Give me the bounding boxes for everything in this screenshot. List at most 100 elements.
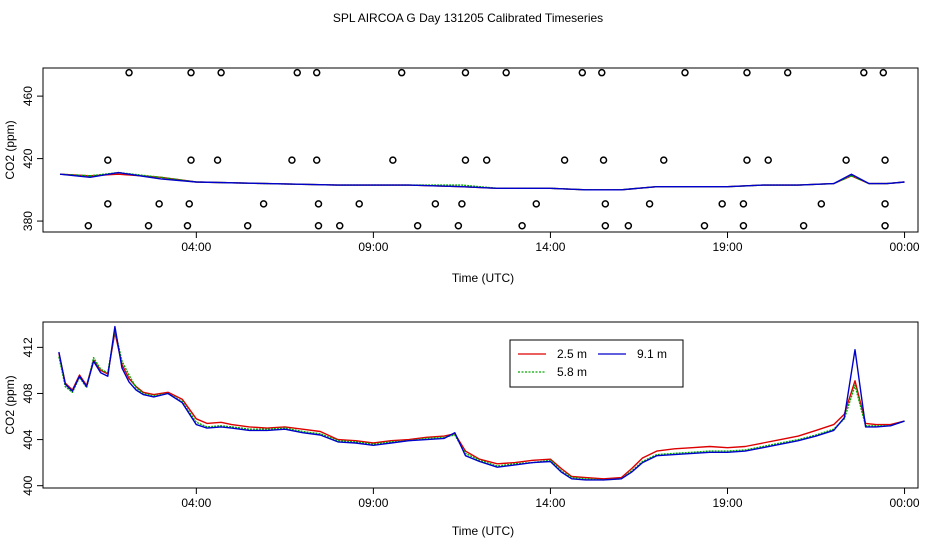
legend-label-5-8m: 5.8 m <box>557 365 587 379</box>
top-calibration-point <box>743 68 751 77</box>
bottom-x-axis-label: Time (UTC) <box>452 524 514 538</box>
top-calibration-point <box>389 156 397 164</box>
top-x-tick-label: 00:00 <box>890 240 920 254</box>
top-x-axis-label: Time (UTC) <box>452 271 514 285</box>
top-series-9-1-mline <box>59 171 905 191</box>
bottom-x-axis: 04:00 09:00 14:00 19:00 00:00 <box>181 487 920 510</box>
top-calibration-point <box>532 200 541 208</box>
top-calibration-point <box>293 68 301 77</box>
figure-title: SPL AIRCOA G Day 131205 Calibrated Times… <box>333 11 603 25</box>
top-calibration-point <box>560 156 569 164</box>
top-calibration-point <box>288 156 296 164</box>
top-calibration-point <box>155 200 163 208</box>
top-y-axis-label: CO2 (ppm) <box>3 120 17 179</box>
bottom-y-axis: 400 404 408 412 <box>21 337 44 496</box>
top-calibration-point <box>739 222 748 230</box>
top-calibration-point <box>183 222 192 230</box>
bottom-plot-frame <box>42 321 919 489</box>
top-calibration-point <box>312 68 321 77</box>
bottom-x-tick-label: 14:00 <box>535 496 565 510</box>
top-calibration-point <box>482 156 491 164</box>
bottom-x-tick-label: 04:00 <box>181 496 211 510</box>
top-calibration-point <box>187 156 195 164</box>
top-calibration-point <box>104 156 112 164</box>
top-calibration-point <box>461 68 470 77</box>
top-calibration-point <box>718 200 726 208</box>
top-calibration-points <box>84 68 889 230</box>
top-calibration-point <box>458 200 466 208</box>
bottom-y-tick-label: 408 <box>21 383 35 403</box>
top-calibration-point <box>879 68 888 77</box>
top-plot-frame <box>42 67 919 233</box>
top-panel: 04:00 09:00 14:00 19:00 00:00 380 420 460 Time… <box>3 67 920 285</box>
top-calibration-point <box>599 156 608 164</box>
bottom-y-axis-label: CO2 (ppm) <box>3 375 17 434</box>
top-y-tick-label: 460 <box>21 86 35 106</box>
top-calibration-point <box>502 68 510 77</box>
top-calibration-point <box>598 68 606 77</box>
top-calibration-point <box>660 156 668 164</box>
bottom-series-5-8-mline <box>58 329 905 481</box>
top-calibration-point <box>213 156 222 164</box>
bottom-series-2-5-mline <box>58 331 905 480</box>
top-calibration-point <box>739 200 748 208</box>
top-x-tick-label: 04:00 <box>181 240 211 254</box>
top-calibration-point <box>461 156 470 164</box>
top-calibration-point <box>431 200 440 208</box>
top-calibration-point <box>312 156 321 164</box>
top-calibration-point <box>783 68 792 77</box>
top-calibration-point <box>217 68 225 77</box>
top-calibration-point <box>413 222 422 230</box>
legend-box <box>509 339 684 388</box>
top-calibration-point <box>881 156 889 164</box>
top-calibration-point <box>764 156 772 164</box>
bottom-x-tick-label: 00:00 <box>890 496 920 510</box>
top-calibration-point <box>860 68 868 77</box>
legend: 2.5 m 9.1 m 5.8 m <box>509 339 684 388</box>
top-calibration-point <box>700 222 709 230</box>
top-calibration-point <box>187 68 195 77</box>
top-calibration-point <box>881 222 889 230</box>
top-calibration-point <box>817 200 826 208</box>
top-calibration-point <box>881 200 889 208</box>
top-calibration-point <box>799 222 808 230</box>
bottom-panel: 04:00 09:00 14:00 19:00 00:00 400 404 408 412 T… <box>3 321 920 538</box>
top-y-axis: 380 420 460 <box>21 86 44 231</box>
top-calibration-point <box>355 200 363 208</box>
top-calibration-point <box>144 222 153 230</box>
top-x-axis: 04:00 09:00 14:00 19:00 00:00 <box>181 231 920 254</box>
bottom-y-tick-label: 404 <box>21 429 35 449</box>
top-x-tick-label: 19:00 <box>712 240 742 254</box>
top-series-lines <box>59 171 905 191</box>
top-calibration-point <box>681 68 689 77</box>
top-x-tick-label: 09:00 <box>358 240 388 254</box>
top-calibration-point <box>518 222 526 230</box>
top-calibration-point <box>645 200 654 208</box>
top-calibration-point <box>601 200 610 208</box>
top-calibration-point <box>397 68 406 77</box>
top-calibration-point <box>104 200 112 208</box>
legend-label-2-5m: 2.5 m <box>557 347 587 361</box>
bottom-series-9-1-mline <box>58 325 905 481</box>
top-calibration-point <box>259 200 268 208</box>
top-calibration-point <box>335 222 344 230</box>
top-calibration-point <box>125 68 133 77</box>
top-calibration-point <box>314 200 323 208</box>
top-calibration-point <box>743 156 751 164</box>
top-calibration-point <box>601 222 610 230</box>
bottom-series-lines <box>58 325 905 481</box>
top-x-tick-label: 14:00 <box>535 240 565 254</box>
top-calibration-point <box>314 222 323 230</box>
legend-label-9-1m: 9.1 m <box>637 347 667 361</box>
top-calibration-point <box>243 222 252 230</box>
top-calibration-point <box>84 222 93 230</box>
top-calibration-point <box>842 156 850 164</box>
bottom-x-tick-label: 19:00 <box>712 496 742 510</box>
bottom-y-tick-label: 412 <box>21 337 35 357</box>
top-y-tick-label: 420 <box>21 148 35 168</box>
top-calibration-point <box>624 222 633 230</box>
bottom-y-tick-label: 400 <box>21 475 35 495</box>
top-calibration-point <box>185 200 193 208</box>
bottom-x-tick-label: 09:00 <box>358 496 388 510</box>
